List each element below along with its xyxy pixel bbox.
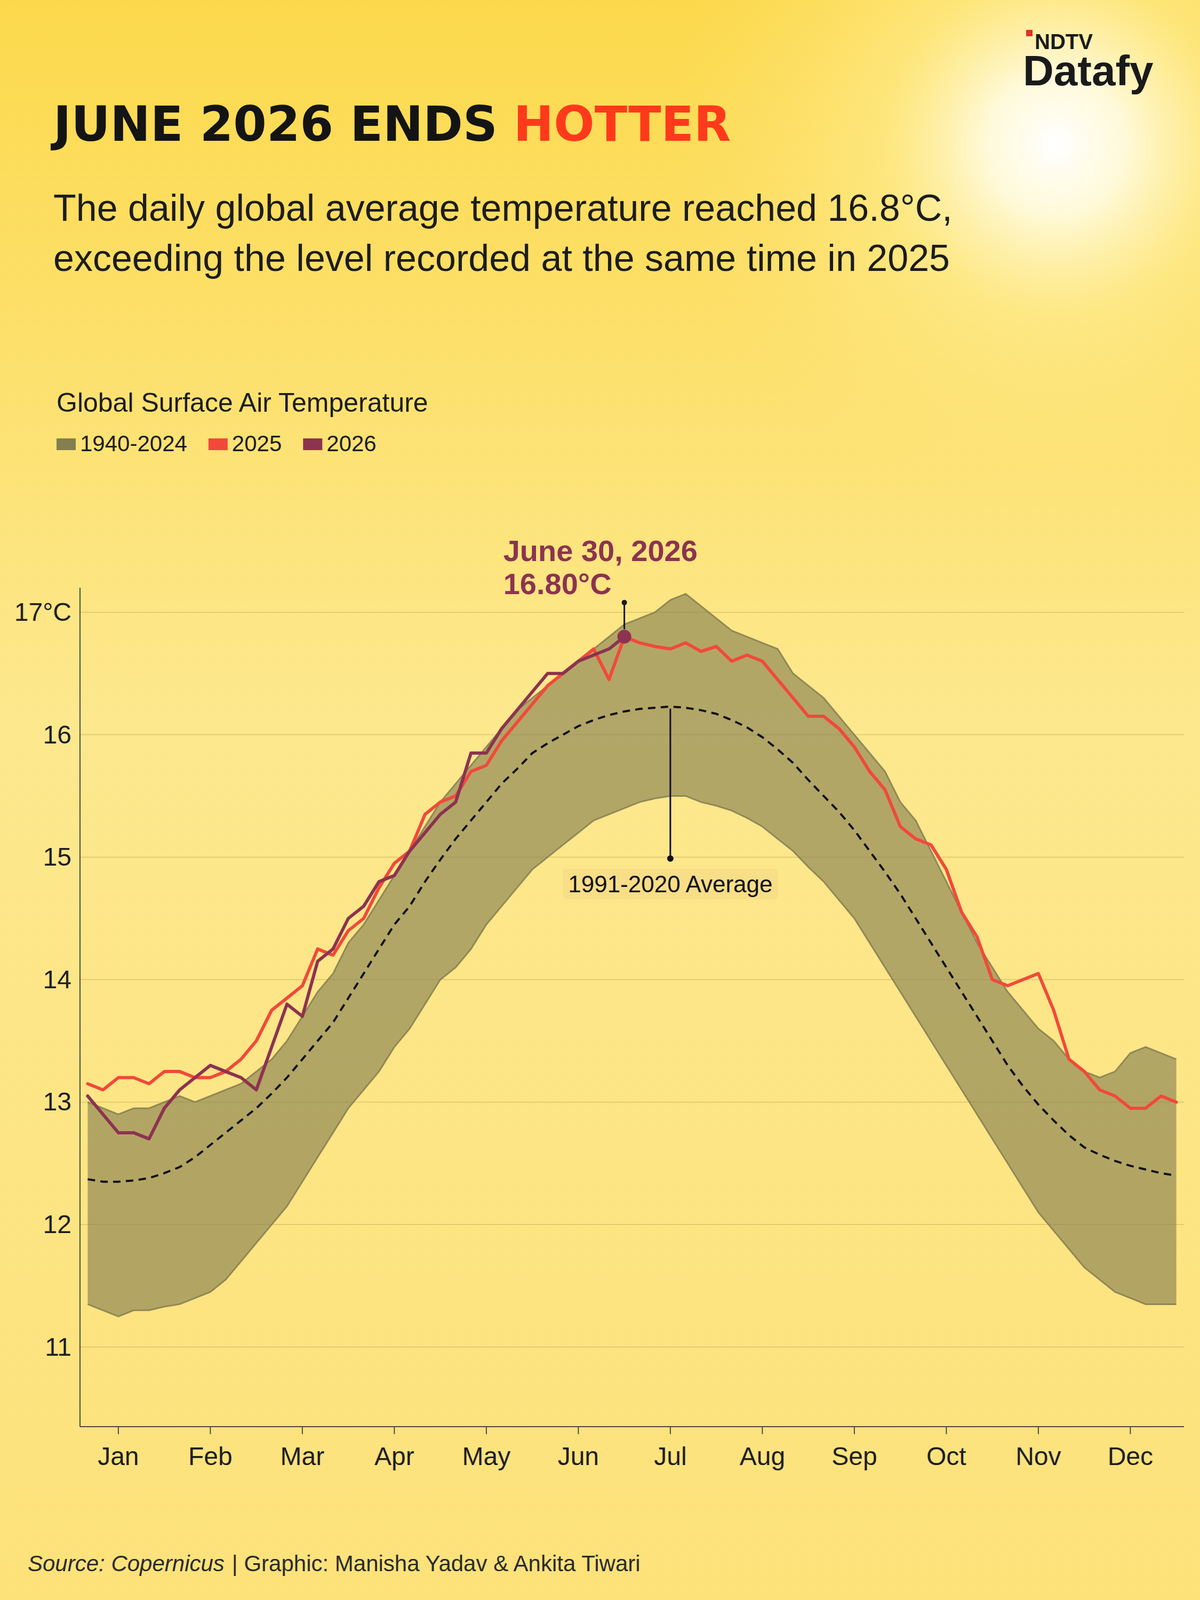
reference-label: 1991-2020 Average [568,870,773,898]
x-tick-label: Apr [374,1442,415,1471]
x-tick-label: Mar [280,1442,325,1471]
x-tick [669,1426,671,1435]
x-tick [1037,1426,1039,1435]
x-tick [945,1426,947,1435]
band-lower [87,795,1176,1317]
x-tick-label: Jan [97,1442,139,1471]
reference-leader [669,708,671,859]
x-tick-label: Nov [1015,1442,1061,1471]
grid-line [80,856,1184,858]
y-tick-label: 14 [43,965,72,994]
subtitle-line: exceeding the level recorded at the same… [53,237,950,279]
x-tick [393,1426,395,1435]
x-tick [577,1426,579,1435]
source: Source: Copernicus [27,1550,225,1576]
x-tick [853,1426,855,1435]
legend-label: 2026 [326,430,376,456]
y-tick-label: 16 [43,720,72,749]
brand: Datafy [1022,46,1154,95]
annotation: June 30, 2026 [503,533,698,568]
title: JUNE 2026 ENDS HOTTER [50,96,731,152]
series-line [87,636,624,1139]
page: NDTVDatafyJUNE 2026 ENDSHOTTERThe daily … [0,0,1200,1600]
annotation-dot [621,600,628,606]
x-tick [761,1426,763,1435]
x-tick-label: Sep [831,1442,877,1471]
x-tick-label: Oct [926,1442,967,1471]
x-tick-label: Feb [188,1442,233,1471]
footer: Source: Copernicus | Graphic: Manisha Yad… [27,1550,641,1576]
grid-line [80,1346,1184,1348]
annotation-leader [623,602,626,630]
legend-swatch [302,438,323,451]
end-marker [617,629,632,644]
series-line [87,636,1176,1109]
title-highlight: HOTTER [513,96,731,152]
x-tick-label: Dec [1107,1442,1154,1471]
title: JUNE 2026 ENDS [50,96,498,152]
legend-label: 2025 [232,430,282,456]
x-tick-label: Aug [739,1442,786,1471]
x-tick-label: Jul [653,1442,687,1471]
x-tick [209,1426,211,1435]
annotation: 16.80°C [503,566,612,601]
x-tick-label: May [462,1442,511,1471]
legend-swatch [208,438,228,451]
x-axis [80,1426,1184,1428]
y-tick-label: 11 [44,1332,72,1362]
grid-line [80,611,1184,613]
x-tick-label: Jun [557,1442,599,1471]
x-tick [117,1426,119,1435]
band-upper [87,594,1176,1115]
legend-swatch [56,438,76,451]
reference-line [87,706,1176,1182]
subtitle-line: The daily global average temperature rea… [53,187,953,229]
y-tick-label: 12 [43,1210,72,1239]
brand-dot [1026,29,1033,37]
x-tick [485,1426,487,1435]
band-area [87,594,1176,1317]
label-patch [562,868,778,900]
y-tick-label: 17°C [14,597,72,627]
credit: | Graphic: Manisha Yadav & Ankita Tiwari [232,1550,641,1576]
reference-dot [667,855,674,862]
y-axis [79,587,81,1427]
subtitle: The daily global average temperature rea… [53,187,953,279]
x-tick [301,1426,303,1435]
y-tick-label: 13 [43,1087,72,1116]
x-tick [1129,1426,1131,1435]
y-tick-label: 15 [43,842,72,871]
legend-label: 1940-2024 [80,430,188,456]
legend-title: Global Surface Air Temperature [56,387,429,418]
plot-area [87,594,1176,1317]
